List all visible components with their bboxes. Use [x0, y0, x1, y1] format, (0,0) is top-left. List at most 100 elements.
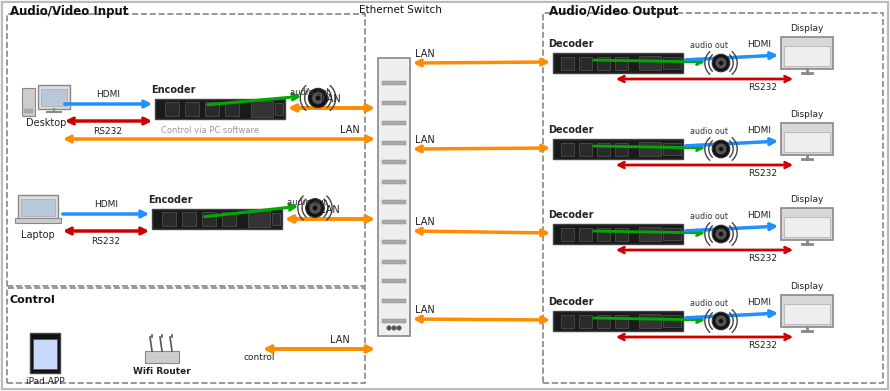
Bar	[382, 121, 406, 125]
Bar	[382, 240, 406, 244]
Bar	[784, 304, 830, 324]
Bar	[145, 351, 179, 363]
Bar	[382, 319, 406, 323]
Text: control: control	[244, 353, 275, 362]
Bar	[663, 57, 681, 69]
Circle shape	[387, 326, 391, 330]
Bar	[639, 314, 661, 328]
Text: LAN: LAN	[330, 335, 350, 345]
Circle shape	[315, 95, 320, 100]
Bar	[202, 212, 216, 226]
Bar	[185, 102, 199, 116]
Circle shape	[392, 326, 396, 330]
Text: Decoder: Decoder	[548, 125, 594, 135]
Text: Display: Display	[790, 110, 823, 119]
Bar	[543, 13, 883, 383]
Circle shape	[718, 231, 724, 237]
Circle shape	[712, 140, 730, 158]
Text: iPad APP: iPad APP	[26, 377, 64, 386]
Text: Decoder: Decoder	[548, 210, 594, 220]
Circle shape	[718, 61, 724, 65]
Bar	[615, 228, 628, 241]
Bar	[561, 143, 574, 156]
Bar	[663, 143, 681, 155]
Circle shape	[712, 225, 730, 243]
Text: RS232: RS232	[748, 169, 778, 178]
Bar	[597, 143, 610, 156]
Bar	[7, 288, 365, 383]
Bar	[553, 311, 683, 331]
Circle shape	[718, 147, 724, 151]
Text: Display: Display	[790, 195, 823, 204]
Circle shape	[309, 202, 321, 214]
Circle shape	[712, 54, 730, 72]
Text: LAN: LAN	[415, 305, 434, 315]
Bar	[597, 57, 610, 70]
Bar	[553, 139, 683, 159]
Bar	[30, 333, 60, 373]
Bar	[784, 217, 830, 237]
Bar	[579, 57, 592, 70]
Bar	[155, 99, 285, 119]
Text: RS232: RS232	[93, 127, 123, 136]
Bar	[33, 339, 57, 369]
Text: LAN: LAN	[415, 49, 434, 59]
Text: LAN: LAN	[340, 125, 360, 135]
Bar	[781, 295, 833, 327]
Text: HDMI: HDMI	[747, 211, 771, 220]
Bar	[18, 195, 58, 219]
Bar	[382, 140, 406, 145]
Text: Ethernet Switch: Ethernet Switch	[359, 5, 441, 15]
Bar	[41, 89, 67, 106]
Bar	[182, 212, 196, 226]
Bar	[781, 37, 833, 69]
Bar	[579, 315, 592, 328]
Bar	[222, 212, 236, 226]
Bar	[597, 315, 610, 328]
Text: Desktop: Desktop	[26, 118, 66, 128]
Bar	[561, 57, 574, 70]
Circle shape	[716, 57, 726, 68]
Bar	[382, 160, 406, 164]
Bar	[15, 218, 61, 223]
Bar	[251, 101, 273, 117]
Text: LAN: LAN	[321, 94, 341, 104]
Bar	[275, 103, 283, 115]
Bar	[784, 132, 830, 152]
Bar	[639, 56, 661, 70]
Bar	[382, 299, 406, 303]
Bar	[382, 260, 406, 264]
Text: Encoder: Encoder	[150, 85, 195, 95]
Bar	[225, 102, 239, 116]
Bar	[378, 58, 410, 336]
Circle shape	[312, 205, 318, 210]
Text: Control: Control	[10, 295, 56, 305]
Bar	[205, 102, 219, 116]
Bar	[784, 46, 830, 66]
Bar	[382, 81, 406, 85]
Bar	[597, 228, 610, 241]
Text: RS232: RS232	[748, 83, 778, 92]
Bar	[781, 208, 833, 240]
Text: HDMI: HDMI	[96, 90, 120, 99]
Bar	[272, 213, 280, 225]
Text: LAN: LAN	[415, 217, 434, 227]
Text: audio out: audio out	[690, 127, 728, 136]
Text: HDMI: HDMI	[747, 298, 771, 307]
Text: Audio/Video Input: Audio/Video Input	[10, 5, 128, 18]
Circle shape	[305, 199, 324, 217]
Bar	[7, 14, 365, 286]
Text: Audio/Video Output: Audio/Video Output	[549, 5, 678, 18]
Bar	[579, 143, 592, 156]
Text: Decoder: Decoder	[548, 297, 594, 307]
Text: HDMI: HDMI	[747, 40, 771, 49]
Bar	[553, 53, 683, 73]
Circle shape	[716, 228, 726, 240]
Bar	[382, 200, 406, 204]
Text: Laptop: Laptop	[21, 230, 55, 240]
Bar	[663, 228, 681, 240]
Text: RS232: RS232	[748, 254, 778, 263]
Bar	[21, 199, 55, 216]
Bar	[162, 212, 176, 226]
Bar	[639, 227, 661, 241]
